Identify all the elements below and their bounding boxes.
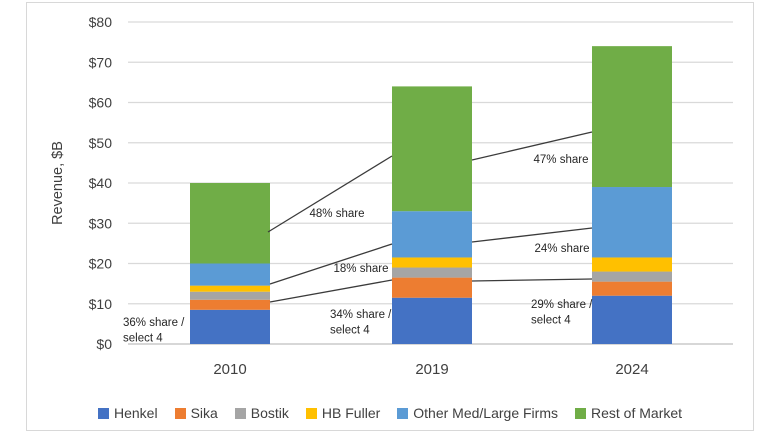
y-tick-label: $0 (96, 336, 112, 352)
share-annotation: 36% share / (123, 317, 185, 329)
y-axis-tick-labels: $0 $10 $20 $30 $40 $50 $60 $70 $80 (89, 14, 113, 352)
annotation-labels: 48% share 18% share 36% share / select 4 34%… (123, 154, 593, 345)
share-annotation: 34% share / (330, 309, 392, 321)
bar-segment-bostik (190, 291, 270, 300)
bar-segment-henkel (592, 295, 672, 344)
share-connector-line (269, 279, 393, 303)
legend-label: Other Med/Large Firms (413, 405, 558, 421)
y-tick-label: $60 (89, 95, 113, 111)
bar-segment-henkel (190, 309, 270, 344)
legend-label: HB Fuller (321, 405, 381, 421)
legend-swatch-icon (397, 407, 409, 419)
legend-item-bostik: Bostik (234, 405, 289, 421)
legend-item-rest-of-market: Rest of Market (575, 406, 682, 420)
y-tick-label: $10 (89, 296, 113, 312)
share-connector-line (471, 278, 593, 282)
legend-swatch-icon (174, 407, 186, 419)
legend-item-hb-fuller: HB Fuller (305, 405, 381, 421)
legend-swatch-icon (305, 407, 317, 419)
legend-item-sika: Sika (174, 405, 218, 421)
share-connector-line (269, 243, 393, 285)
y-tick-label: $30 (89, 215, 113, 231)
x-axis-category-labels: 2010 2019 2024 (213, 361, 648, 378)
y-axis-title: Revenue, $B (50, 141, 66, 225)
share-annotation: select 4 (123, 333, 163, 345)
bar-segment-hb-fuller (190, 285, 270, 292)
legend-swatch-icon (575, 407, 586, 419)
annotation-lines (267, 131, 593, 303)
y-tick-label: $50 (89, 135, 113, 151)
share-annotation: select 4 (531, 315, 571, 327)
legend-item-other-med-large-firms: Other Med/Large Firms (397, 406, 558, 420)
legend-swatch-icon (97, 407, 109, 419)
bar-segment-rest-of-market (392, 86, 472, 212)
legend-label: Rest of Market (591, 405, 683, 421)
bar-segment-other-med-large-firms (190, 263, 270, 286)
bar-segment-sika (190, 299, 270, 310)
legend-label: Henkel (113, 405, 158, 421)
share-connector-line (267, 155, 393, 233)
legend-item-henkel: Henkel (97, 405, 158, 421)
share-annotation: 48% share (310, 208, 365, 220)
x-category-label: 2024 (615, 361, 648, 378)
bar-segment-bostik (392, 267, 472, 278)
x-category-label: 2010 (213, 361, 246, 378)
bar-segment-hb-fuller (592, 257, 672, 272)
share-annotation: 24% share (535, 243, 590, 255)
share-connector-line (471, 227, 593, 243)
share-connector-line (471, 131, 593, 161)
legend-label: Sika (190, 405, 218, 421)
bar-segment-bostik (592, 271, 672, 282)
bar-segment-rest-of-market (592, 46, 672, 188)
bar-segment-other-med-large-firms (592, 187, 672, 258)
legend-label: Bostik (250, 405, 289, 421)
share-annotation: select 4 (330, 325, 370, 337)
chart-legend: Henkel Sika Bostik HB Fuller Other Med/Large… (26, 401, 754, 425)
bar-segment-henkel (392, 297, 472, 344)
bar-segment-sika (392, 277, 472, 298)
y-tick-label: $20 (89, 256, 113, 272)
share-annotation: 18% share (334, 263, 389, 275)
y-tick-label: $80 (89, 14, 113, 30)
y-tick-label: $70 (89, 54, 113, 70)
y-tick-label: $40 (89, 175, 113, 191)
x-category-label: 2019 (415, 361, 448, 378)
bar-series (190, 46, 672, 344)
legend-swatch-icon (234, 407, 246, 419)
share-annotation: 29% share / (531, 299, 593, 311)
bar-segment-rest-of-market (190, 183, 270, 264)
bar-segment-hb-fuller (392, 257, 472, 268)
share-annotation: 47% share (534, 154, 589, 166)
bar-segment-sika (592, 281, 672, 296)
bar-segment-other-med-large-firms (392, 211, 472, 258)
